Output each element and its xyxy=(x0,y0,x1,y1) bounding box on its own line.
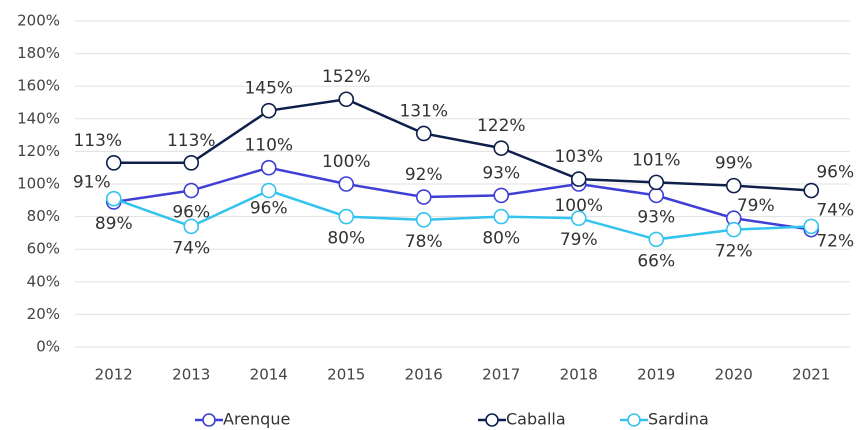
x-tick-label: 2015 xyxy=(327,366,365,384)
data-point xyxy=(260,182,277,199)
data-label: 152% xyxy=(322,67,371,87)
data-point xyxy=(415,212,432,228)
data-label: 74% xyxy=(816,200,854,220)
data-point xyxy=(260,159,277,176)
data-point xyxy=(183,155,200,171)
data-label: 78% xyxy=(405,232,443,252)
data-point xyxy=(725,177,742,194)
y-tick-label: 180% xyxy=(17,44,60,62)
data-label: 103% xyxy=(554,147,603,167)
data-label: 79% xyxy=(560,230,598,250)
data-label: 89% xyxy=(95,214,133,234)
data-label: 66% xyxy=(637,251,675,271)
data-label: 100% xyxy=(322,152,371,172)
x-tick-label: 2014 xyxy=(250,366,288,384)
x-tick-label: 2021 xyxy=(792,366,830,384)
data-point xyxy=(415,189,432,205)
x-tick-label: 2019 xyxy=(637,366,675,384)
data-point xyxy=(105,190,122,207)
x-tick-label: 2013 xyxy=(172,366,210,384)
data-label: 80% xyxy=(482,229,520,249)
data-point xyxy=(338,176,355,192)
data-label: 99% xyxy=(715,154,753,174)
data-label: 79% xyxy=(737,196,775,216)
data-label: 110% xyxy=(244,136,293,156)
data-label: 122% xyxy=(477,116,526,136)
legend-label: Arenque xyxy=(223,410,290,429)
x-tick-label: 2018 xyxy=(560,366,598,384)
legend-marker xyxy=(485,413,499,427)
data-point xyxy=(803,182,820,199)
data-label: 96% xyxy=(816,163,854,183)
x-tick-label: 2017 xyxy=(482,366,520,384)
data-point xyxy=(260,102,277,119)
data-label: 131% xyxy=(399,101,448,121)
data-label: 80% xyxy=(327,229,365,249)
y-tick-label: 0% xyxy=(36,338,60,356)
legend-label: Sardina xyxy=(648,410,709,429)
data-label: 96% xyxy=(250,199,288,219)
series-line xyxy=(113,166,812,231)
data-point xyxy=(183,218,200,235)
data-label: 113% xyxy=(73,131,122,151)
data-point xyxy=(415,125,432,142)
x-tick-label: 2012 xyxy=(95,366,133,384)
data-label: 96% xyxy=(172,203,210,223)
data-point xyxy=(648,187,665,204)
data-label: 92% xyxy=(405,165,443,185)
legend-marker xyxy=(627,413,641,427)
y-tick-label: 20% xyxy=(27,305,60,323)
series-line xyxy=(113,97,812,192)
data-point xyxy=(493,140,510,156)
legend-label: Caballa xyxy=(506,410,566,429)
data-label: 145% xyxy=(244,79,293,99)
data-point xyxy=(803,218,820,235)
data-label: 93% xyxy=(637,207,675,227)
y-tick-label: 40% xyxy=(27,272,60,290)
data-label: 74% xyxy=(172,238,210,258)
data-point xyxy=(183,182,200,199)
y-tick-label: 200% xyxy=(17,12,60,30)
data-point xyxy=(493,208,510,225)
x-tick-label: 2020 xyxy=(715,366,753,384)
data-point xyxy=(570,171,587,187)
data-point xyxy=(493,187,510,204)
data-label: 72% xyxy=(715,242,753,262)
y-tick-label: 160% xyxy=(17,77,60,95)
data-label: 91% xyxy=(73,173,111,193)
legend-marker xyxy=(202,413,216,427)
data-point xyxy=(338,91,355,108)
y-tick-label: 60% xyxy=(27,240,60,258)
data-point xyxy=(570,210,587,227)
data-label: 101% xyxy=(632,150,681,170)
y-tick-label: 100% xyxy=(17,175,60,193)
y-tick-label: 140% xyxy=(17,109,60,127)
data-label: 93% xyxy=(482,163,520,183)
series-line xyxy=(113,189,812,241)
data-point xyxy=(105,155,122,171)
data-label: 100% xyxy=(554,196,603,216)
data-point xyxy=(725,221,742,238)
data-label: 72% xyxy=(816,232,854,252)
y-tick-label: 80% xyxy=(27,207,60,225)
data-point xyxy=(648,174,665,191)
data-point xyxy=(648,231,665,248)
data-point xyxy=(338,208,355,225)
x-tick-label: 2016 xyxy=(405,366,443,384)
data-label: 113% xyxy=(167,131,216,151)
y-tick-label: 120% xyxy=(17,142,60,160)
